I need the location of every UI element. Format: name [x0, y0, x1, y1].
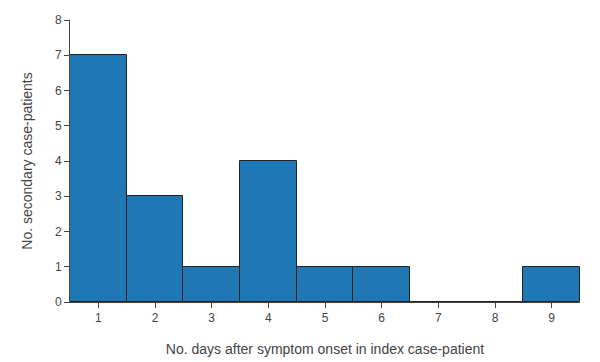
svg-text:2: 2: [152, 311, 159, 325]
svg-text:0: 0: [55, 295, 62, 309]
svg-text:7: 7: [435, 311, 442, 325]
svg-text:5: 5: [55, 119, 62, 133]
svg-text:5: 5: [322, 311, 329, 325]
svg-text:No. secondary case-patients: No. secondary case-patients: [19, 72, 35, 249]
svg-text:9: 9: [548, 311, 555, 325]
svg-text:4: 4: [265, 311, 272, 325]
svg-text:3: 3: [55, 189, 62, 203]
svg-text:6: 6: [55, 84, 62, 98]
svg-text:3: 3: [208, 311, 215, 325]
svg-text:6: 6: [378, 311, 385, 325]
svg-text:8: 8: [55, 13, 62, 27]
svg-text:No. days after symptom onset i: No. days after symptom onset in index ca…: [166, 341, 484, 357]
svg-text:1: 1: [55, 260, 62, 274]
svg-text:2: 2: [55, 225, 62, 239]
svg-text:8: 8: [492, 311, 499, 325]
svg-text:1: 1: [95, 311, 102, 325]
svg-text:4: 4: [55, 154, 62, 168]
svg-text:7: 7: [55, 48, 62, 62]
